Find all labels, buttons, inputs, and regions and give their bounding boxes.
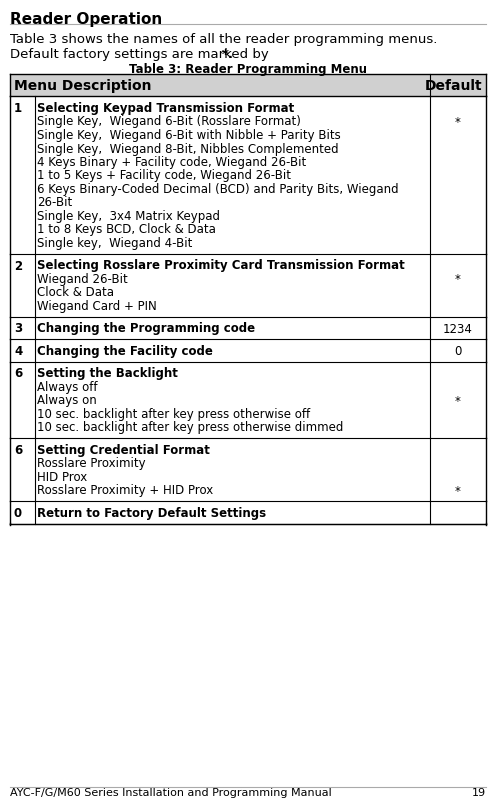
Text: *: * (455, 116, 461, 129)
Text: Table 3: Reader Programming Menu: Table 3: Reader Programming Menu (129, 63, 367, 76)
Text: Wiegand Card + PIN: Wiegand Card + PIN (37, 299, 157, 312)
Text: Menu Description: Menu Description (14, 79, 151, 93)
Text: 10 sec. backlight after key press otherwise dimmed: 10 sec. backlight after key press otherw… (37, 421, 343, 434)
Text: 1 to 5 Keys + Facility code, Wiegand 26-Bit: 1 to 5 Keys + Facility code, Wiegand 26-… (37, 169, 291, 182)
Bar (10, 439, 486, 501)
Text: Always on: Always on (37, 394, 97, 407)
Text: Return to Factory Default Settings: Return to Factory Default Settings (37, 506, 266, 519)
Text: 19: 19 (472, 787, 486, 797)
Text: 2: 2 (14, 260, 22, 272)
Text: *: * (455, 394, 461, 407)
Text: *: * (455, 273, 461, 286)
Text: *.: *. (222, 48, 234, 61)
Text: HID Prox: HID Prox (37, 470, 87, 483)
Text: 4: 4 (14, 345, 22, 358)
Bar (10, 501, 486, 524)
Text: 26-Bit: 26-Bit (37, 196, 72, 209)
Text: 0: 0 (14, 506, 22, 519)
Text: 6 Keys Binary-Coded Decimal (BCD) and Parity Bits, Wiegand: 6 Keys Binary-Coded Decimal (BCD) and Pa… (37, 182, 399, 195)
Text: Selecting Rosslare Proximity Card Transmission Format: Selecting Rosslare Proximity Card Transm… (37, 260, 405, 272)
Text: Single Key,  3x4 Matrix Keypad: Single Key, 3x4 Matrix Keypad (37, 210, 220, 223)
Text: 1234: 1234 (443, 322, 473, 335)
Text: AYC-F/G/M60 Series Installation and Programming Manual: AYC-F/G/M60 Series Installation and Prog… (10, 787, 332, 797)
Text: 6: 6 (14, 367, 22, 380)
Text: Default: Default (425, 79, 482, 93)
Text: Always off: Always off (37, 380, 98, 393)
Text: Reader Operation: Reader Operation (10, 12, 162, 27)
Text: Clock & Data: Clock & Data (37, 286, 114, 299)
Text: Selecting Keypad Transmission Format: Selecting Keypad Transmission Format (37, 102, 294, 115)
Text: 1 to 8 Keys BCD, Clock & Data: 1 to 8 Keys BCD, Clock & Data (37, 223, 216, 236)
Bar (10, 340, 486, 362)
Text: Single Key,  Wiegand 8-Bit, Nibbles Complemented: Single Key, Wiegand 8-Bit, Nibbles Compl… (37, 142, 339, 156)
Text: 6: 6 (14, 444, 22, 457)
Text: 4 Keys Binary + Facility code, Wiegand 26-Bit: 4 Keys Binary + Facility code, Wiegand 2… (37, 156, 306, 169)
Text: Wiegand 26-Bit: Wiegand 26-Bit (37, 272, 128, 285)
Text: Single Key,  Wiegand 6-Bit with Nibble + Parity Bits: Single Key, Wiegand 6-Bit with Nibble + … (37, 129, 341, 142)
Text: Setting the Backlight: Setting the Backlight (37, 367, 178, 380)
Bar (10, 75, 486, 97)
Text: 3: 3 (14, 322, 22, 335)
Text: Rosslare Proximity: Rosslare Proximity (37, 457, 146, 470)
Bar (10, 317, 486, 340)
Text: Setting Credential Format: Setting Credential Format (37, 444, 210, 457)
Text: Table 3 shows the names of all the reader programming menus.: Table 3 shows the names of all the reade… (10, 33, 437, 46)
Text: Default factory settings are marked by: Default factory settings are marked by (10, 48, 273, 61)
Text: Single Key,  Wiegand 6-Bit (Rosslare Format): Single Key, Wiegand 6-Bit (Rosslare Form… (37, 115, 301, 128)
Text: *: * (455, 484, 461, 497)
Text: Changing the Facility code: Changing the Facility code (37, 345, 213, 358)
Text: Changing the Programming code: Changing the Programming code (37, 322, 255, 335)
Bar (10, 254, 486, 317)
Bar (10, 97, 486, 254)
Bar (10, 362, 486, 439)
Text: Single key,  Wiegand 4-Bit: Single key, Wiegand 4-Bit (37, 237, 192, 250)
Text: Rosslare Proximity + HID Prox: Rosslare Proximity + HID Prox (37, 484, 213, 497)
Text: 1: 1 (14, 102, 22, 115)
Text: 10 sec. backlight after key press otherwise off: 10 sec. backlight after key press otherw… (37, 407, 310, 420)
Text: 0: 0 (454, 345, 462, 358)
